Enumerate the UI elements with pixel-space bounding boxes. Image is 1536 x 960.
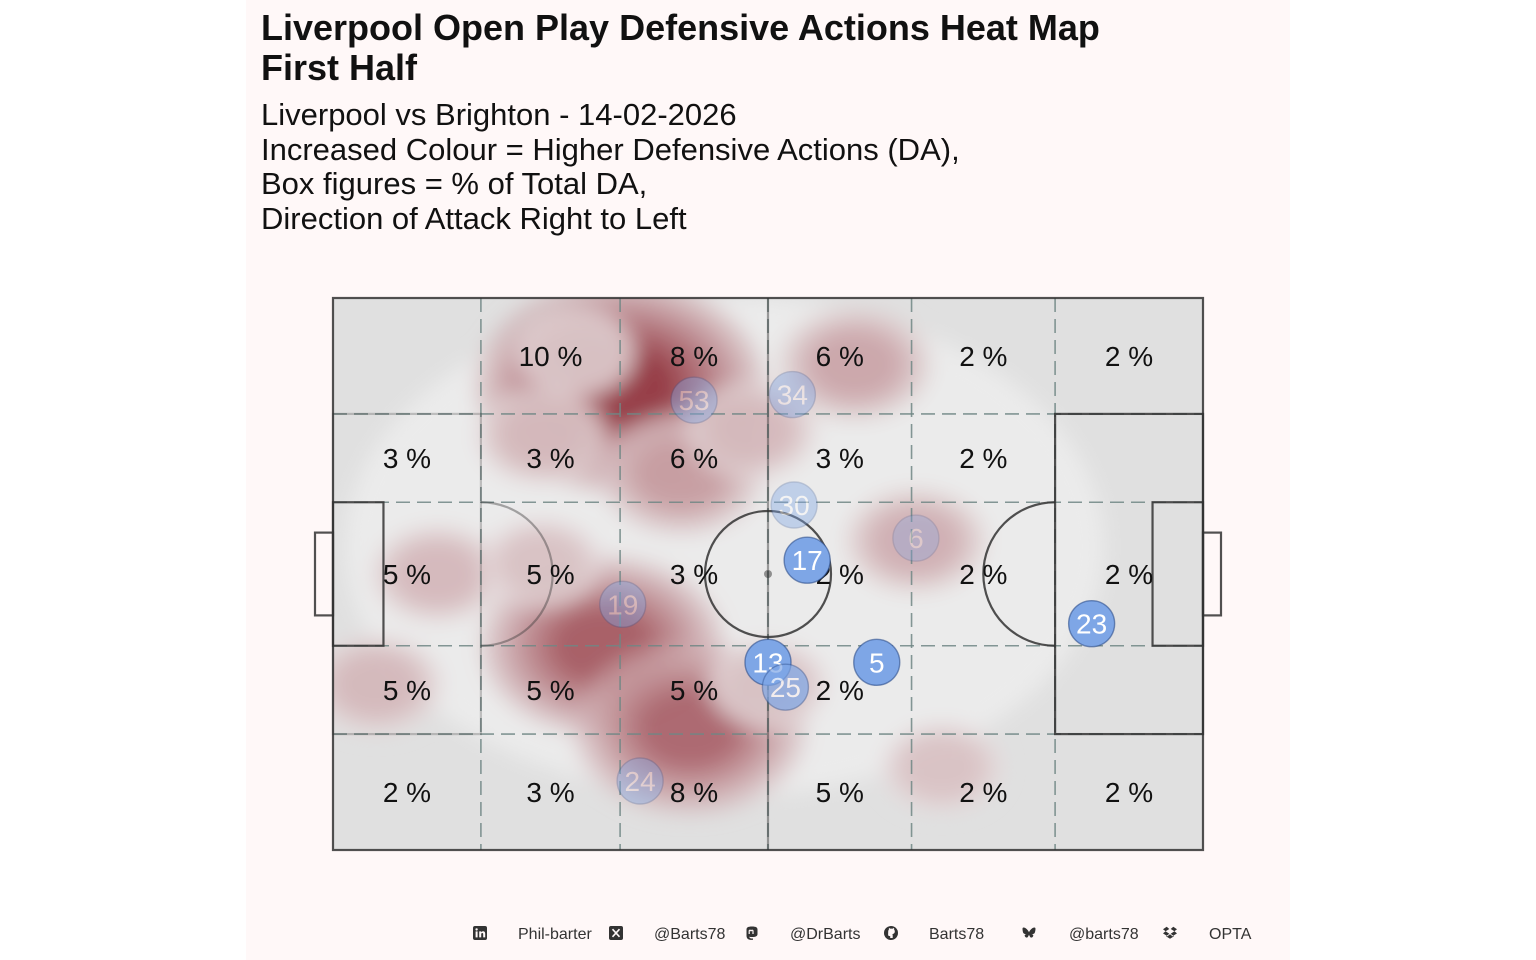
- zone-percent-label: 2 %: [1105, 341, 1153, 372]
- player-marker-circle: [892, 514, 940, 562]
- footer-bluesky-handle[interactable]: @barts78: [1069, 926, 1139, 943]
- player-marker: 17: [783, 536, 831, 584]
- footer-data-source[interactable]: OPTA: [1209, 926, 1252, 943]
- player-marker-circle: [768, 370, 817, 419]
- player-number: 30: [779, 490, 810, 521]
- player-marker: 25: [761, 663, 810, 711]
- density-peak-13-ring-4: [501, 533, 582, 593]
- player-number: 19: [607, 589, 638, 620]
- density-peak-2-ring-4: [638, 690, 741, 767]
- player-number: 25: [770, 672, 801, 703]
- zone-percent-label: 5 %: [383, 675, 431, 706]
- zone-percent-label: 2 %: [959, 341, 1007, 372]
- zone-percent-label: 10 %: [519, 341, 583, 372]
- density-peak-5-ring-4: [873, 509, 959, 573]
- zone-percent-label: 8 %: [670, 777, 718, 808]
- github-icon[interactable]: [883, 925, 899, 941]
- zone-percent-label: 3 %: [526, 443, 574, 474]
- player-marker-circle: [783, 536, 831, 584]
- player-number: 34: [777, 380, 808, 411]
- zone-percent-label: 5 %: [670, 675, 718, 706]
- subtitle-line-1: Liverpool vs Brighton - 14-02-2026: [261, 97, 737, 132]
- mastodon-icon[interactable]: [744, 925, 760, 941]
- right-goal: [1201, 531, 1223, 617]
- left-goal: [313, 531, 335, 617]
- player-number: 17: [792, 545, 823, 576]
- player-number: 23: [1076, 609, 1107, 640]
- dropbox-icon[interactable]: [1162, 925, 1178, 941]
- footer-mastodon-handle[interactable]: @DrBarts: [790, 926, 861, 943]
- centre-spot: [764, 570, 772, 578]
- zone-percent-label: 2 %: [1105, 559, 1153, 590]
- left-penalty-arc: [480, 501, 554, 647]
- player-marker: 34: [768, 370, 817, 419]
- zone-percent-label: 3 %: [816, 443, 864, 474]
- player-marker: 24: [616, 757, 664, 805]
- linkedin-icon[interactable]: [472, 925, 488, 941]
- density-peak-10-ring-4: [902, 737, 982, 797]
- footer-linkedin-handle[interactable]: Phil-barter: [518, 926, 592, 943]
- zone-percent-label: 2 %: [1105, 777, 1153, 808]
- density-peak-12-ring-4: [536, 323, 617, 383]
- footer-x-handle[interactable]: @Barts78: [654, 926, 726, 943]
- density-peak-7-ring-4: [335, 654, 418, 715]
- zone-percent-label: 2 %: [383, 777, 431, 808]
- zone-percent-label: 2 %: [959, 777, 1007, 808]
- density-peak-6-ring-4: [396, 543, 479, 605]
- density-peak-8-ring-4: [500, 405, 583, 467]
- chart-subtitle: Liverpool vs Brighton - 14-02-2026 Incre…: [261, 97, 960, 236]
- zone-percent-label: 6 %: [670, 443, 718, 474]
- zone-percent-label: 6 %: [816, 341, 864, 372]
- zone-percent-label: 3 %: [670, 559, 718, 590]
- player-marker-circle: [616, 757, 664, 805]
- zone-percent-label: 5 %: [526, 559, 574, 590]
- zone-percent-label: 8 %: [670, 341, 718, 372]
- right-penalty-arc: [982, 501, 1056, 647]
- zone-percent-label: 5 %: [383, 559, 431, 590]
- player-number: 5: [869, 647, 885, 678]
- title-line-1: Liverpool Open Play Defensive Actions He…: [261, 7, 1100, 48]
- title-line-2: First Half: [261, 47, 418, 88]
- footer-credits: Phil-barter @Barts78 @DrBarts Barts78 @b…: [246, 922, 1290, 948]
- zone-percent-label: 5 %: [526, 675, 574, 706]
- bluesky-icon[interactable]: [1021, 925, 1037, 941]
- player-number: 6: [908, 523, 924, 554]
- chart-title: Liverpool Open Play Defensive Actions He…: [261, 8, 1100, 88]
- player-marker-circle: [770, 481, 818, 529]
- player-marker: 30: [770, 481, 818, 529]
- player-marker-circle: [599, 580, 647, 629]
- zone-percent-label: 3 %: [383, 443, 431, 474]
- player-marker: 6: [892, 514, 940, 562]
- player-marker-circle: [1067, 599, 1116, 648]
- player-marker: 19: [599, 580, 647, 629]
- player-number: 53: [678, 385, 709, 416]
- density-peak-9-ring-4: [709, 400, 792, 461]
- player-marker: 23: [1067, 599, 1116, 648]
- player-marker-circle: [761, 663, 810, 711]
- zone-percent-label: 2 %: [816, 675, 864, 706]
- density-peak-4-ring-4: [811, 332, 899, 397]
- player-marker: 5: [853, 638, 901, 687]
- zone-percent-label: 2 %: [959, 443, 1007, 474]
- subtitle-line-2: Increased Colour = Higher Defensive Acti…: [261, 131, 960, 167]
- player-number: 24: [625, 766, 656, 797]
- x-twitter-icon[interactable]: [608, 925, 624, 941]
- chart-panel: Liverpool Open Play Defensive Actions He…: [246, 0, 1290, 960]
- zone-percent-label: 2 %: [959, 559, 1007, 590]
- zone-percent-label: 3 %: [526, 777, 574, 808]
- player-marker-circle: [670, 376, 718, 424]
- zone-percent-labels: 10 % 8 % 6 % 2 % 2 % 3 % 3 % 6 % 3 % 2 % 5 % 5 % 3 %…: [383, 341, 1153, 808]
- centre-circle: [703, 509, 833, 639]
- subtitle-line-3: Box figures = % of Total DA,: [261, 166, 648, 201]
- zone-percent-label: 5 %: [816, 777, 864, 808]
- player-marker-circle: [853, 638, 901, 687]
- subtitle-line-4: Direction of Attack Right to Left: [261, 200, 687, 236]
- footer-github-handle[interactable]: Barts78: [929, 926, 985, 943]
- player-marker: 53: [670, 376, 718, 424]
- pitch-heatmap: 10 % 8 % 6 % 2 % 2 % 3 % 3 % 6 % 3 % 2 % 5 % 5 % 3 %…: [313, 296, 1223, 852]
- pitch-markings: [313, 296, 1223, 852]
